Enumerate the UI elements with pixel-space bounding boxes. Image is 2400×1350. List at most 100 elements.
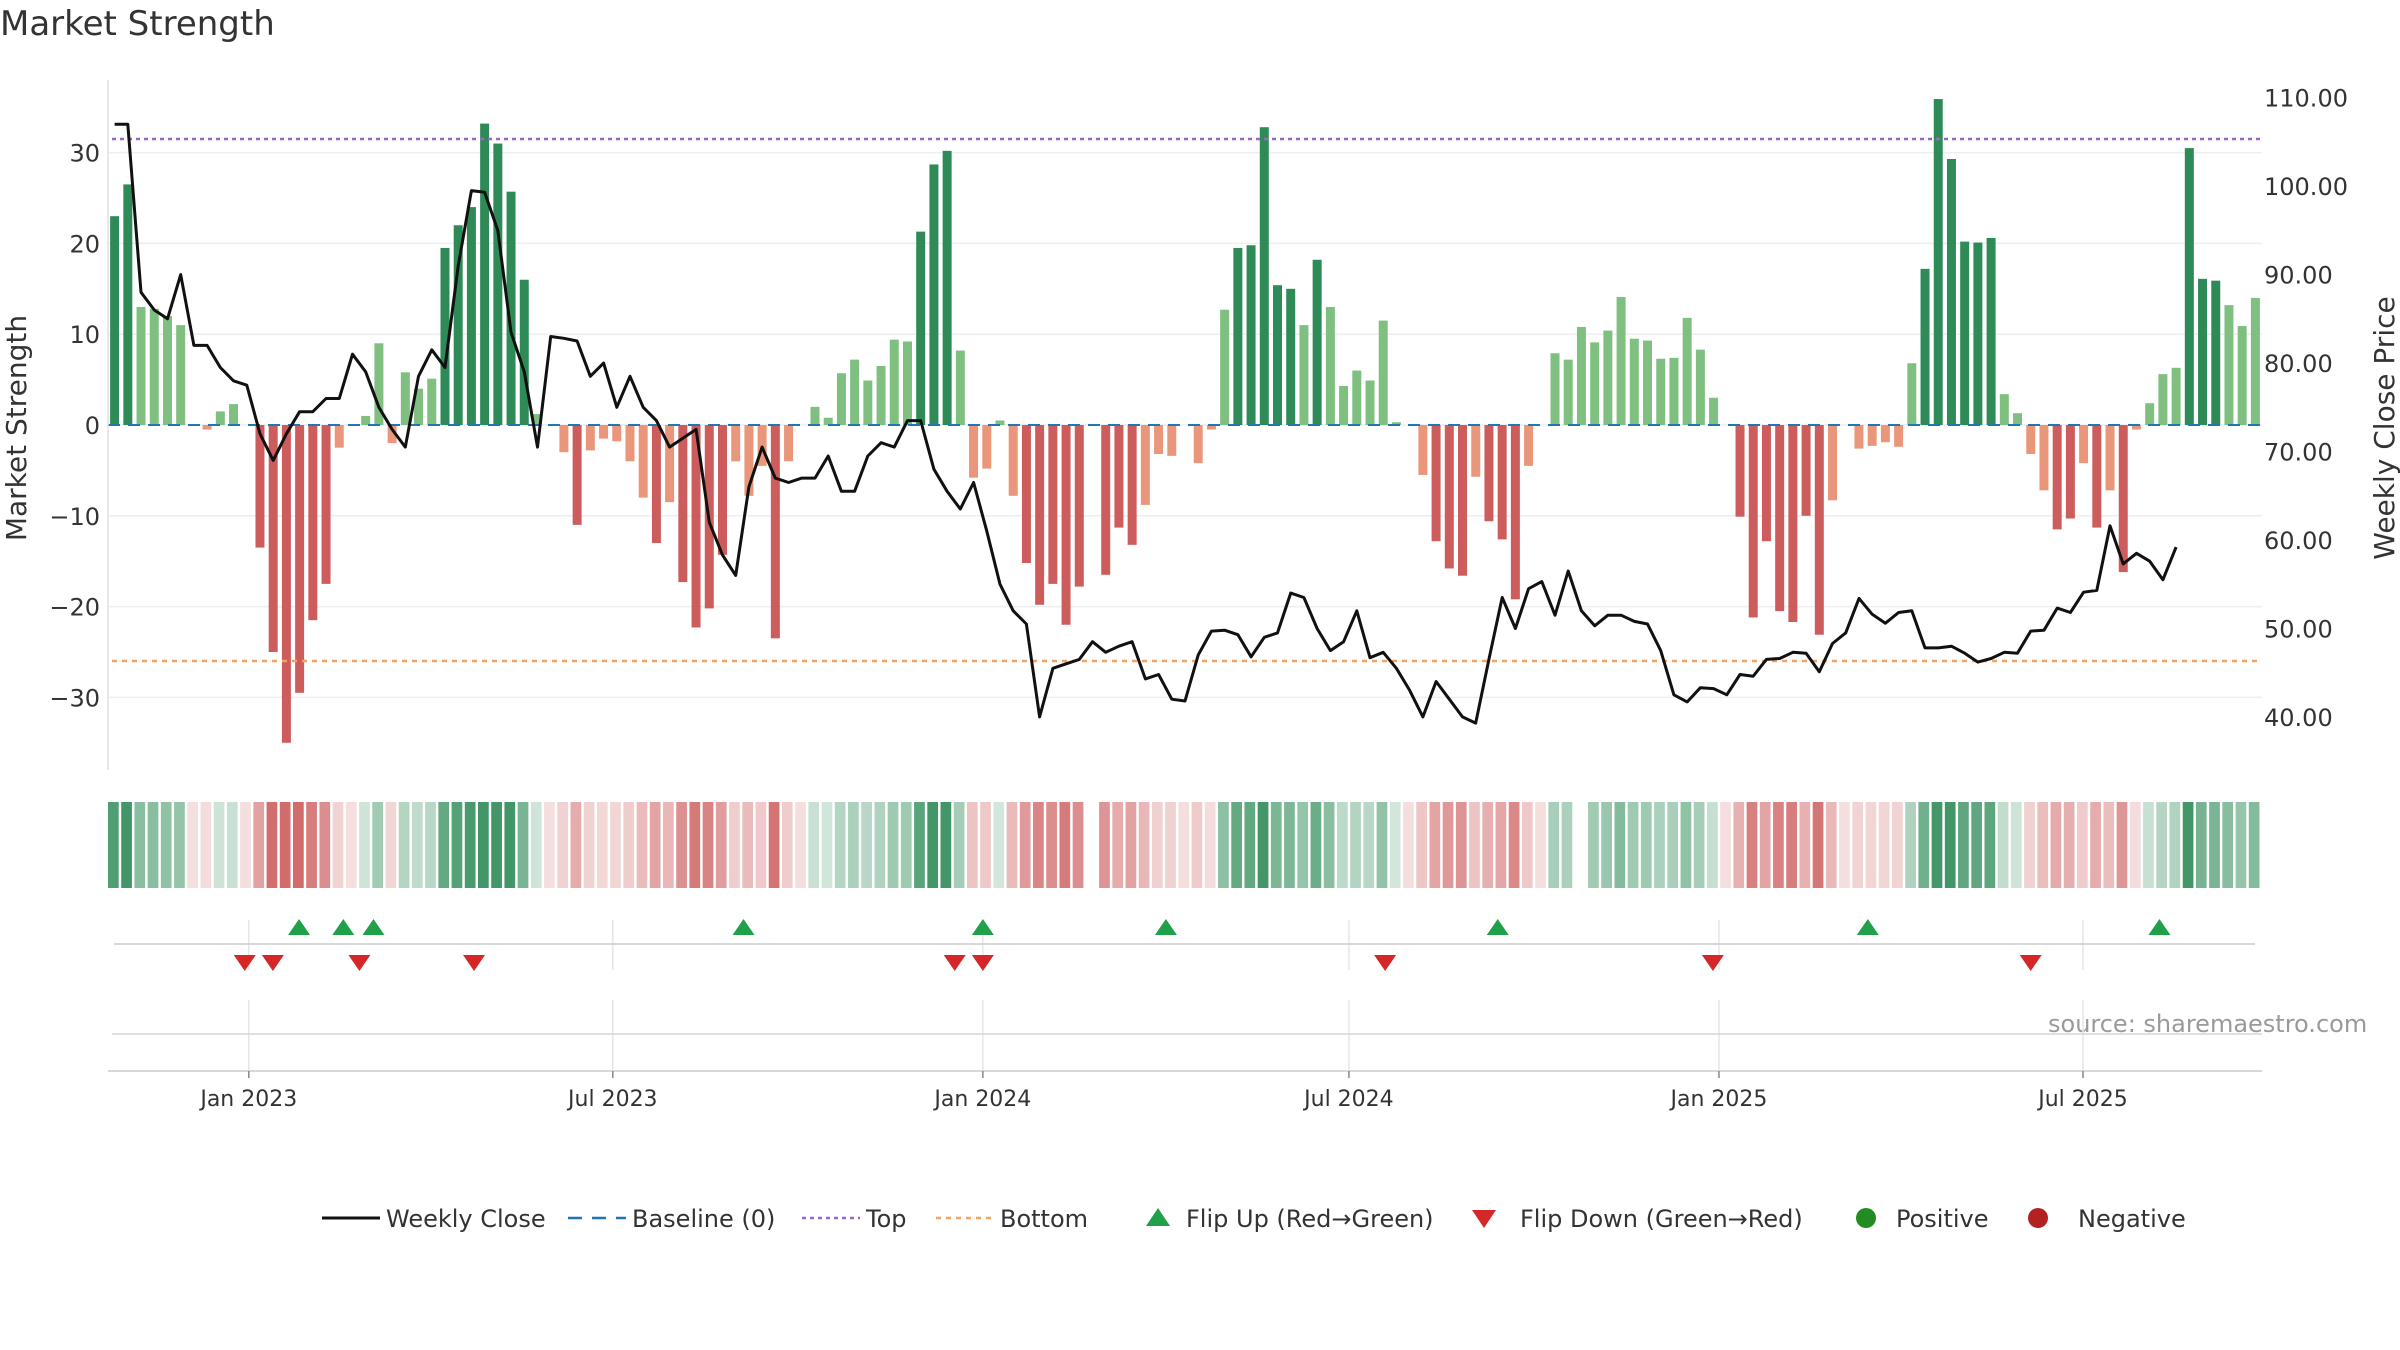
- flip-down-marker: [971, 955, 994, 971]
- strength-bar: [1193, 425, 1203, 464]
- strength-bar: [1352, 370, 1362, 425]
- heat-cell: [279, 802, 291, 888]
- strength-bar: [1590, 342, 1600, 425]
- right-tick-label: 80.00: [2264, 350, 2333, 378]
- legend: Weekly Close Baseline (0) Top Bottom Flip Up…: [322, 1205, 2186, 1233]
- heat-cell: [425, 802, 436, 888]
- heat-cell: [1839, 802, 1850, 888]
- strength-bar: [361, 415, 371, 425]
- strength-bar: [1854, 425, 1864, 449]
- strength-bar: [149, 308, 159, 425]
- heat-cell: [795, 802, 806, 888]
- heat-cell: [2037, 802, 2049, 888]
- strength-bar: [229, 404, 239, 425]
- strength-bar: [638, 425, 648, 498]
- heat-cell: [861, 802, 872, 888]
- heat-cell: [1165, 802, 1176, 888]
- strength-bar: [176, 325, 186, 425]
- strength-bar: [1907, 363, 1917, 425]
- strength-bar: [1391, 422, 1401, 425]
- strength-bar: [1616, 296, 1626, 425]
- flip-down-marker: [1701, 955, 1724, 971]
- flip-up-marker: [288, 919, 311, 935]
- heat-cell: [874, 802, 886, 888]
- strength-bar: [440, 247, 450, 425]
- flip-up-marker: [2148, 919, 2171, 935]
- strength-bar: [1127, 425, 1137, 545]
- heat-cell: [834, 802, 846, 888]
- heat-cell: [610, 802, 621, 888]
- heat-cell: [2103, 802, 2115, 888]
- legend-label: Bottom: [1000, 1205, 1088, 1233]
- strength-bar: [2026, 425, 2036, 455]
- heat-cell: [2169, 802, 2181, 888]
- strength-bar: [453, 225, 463, 425]
- x-tick-label: Jul 2025: [2036, 1087, 2128, 1112]
- strength-bar: [1167, 425, 1177, 456]
- heat-cell: [359, 802, 370, 888]
- strength-bar: [2039, 425, 2049, 491]
- heat-cell: [1284, 802, 1295, 888]
- heat-cell: [821, 802, 833, 888]
- heat-cell: [345, 802, 357, 888]
- heat-cell: [2050, 802, 2062, 888]
- strength-bar: [466, 207, 476, 425]
- heat-cell: [1469, 802, 1480, 888]
- flip-up-marker: [1154, 919, 1177, 935]
- strength-bar: [519, 279, 529, 425]
- heat-cell: [1693, 802, 1705, 888]
- flip-down-marker: [261, 955, 284, 971]
- heat-cell: [2209, 802, 2220, 888]
- strength-bar: [625, 425, 635, 462]
- heat-cell: [2156, 802, 2167, 888]
- heat-cell: [1350, 802, 1361, 888]
- strength-bar: [1880, 425, 1890, 443]
- strength-bar: [2052, 425, 2062, 530]
- heat-cell: [914, 802, 925, 888]
- strength-bar: [889, 339, 899, 425]
- heat-cell: [1733, 802, 1745, 888]
- heat-cell: [583, 802, 595, 888]
- chart-title: Market Strength: [0, 4, 275, 44]
- heat-cell: [411, 802, 423, 888]
- strength-bar: [744, 425, 754, 496]
- heat-cell: [1019, 802, 1031, 888]
- heat-cell: [464, 802, 476, 888]
- heat-cell: [1561, 802, 1573, 888]
- heat-cell: [927, 802, 939, 888]
- heat-cell: [1614, 802, 1626, 888]
- strength-bar: [1312, 259, 1322, 425]
- legend-label: Flip Down (Green→Red): [1520, 1205, 1803, 1233]
- strength-bar: [1458, 425, 1468, 576]
- strength-bar: [1061, 425, 1071, 625]
- heat-cell: [1429, 802, 1441, 888]
- heat-cell: [1958, 802, 1969, 888]
- strength-bar: [1021, 425, 1031, 563]
- heat-cell: [940, 802, 952, 888]
- right-tick-label: 50.00: [2264, 615, 2333, 643]
- strength-bar: [1894, 425, 1904, 447]
- heat-cell: [2182, 802, 2194, 888]
- strength-bar: [1709, 397, 1719, 425]
- strength-bar: [1074, 425, 1084, 587]
- heat-cell: [1984, 802, 1996, 888]
- heat-cell: [1773, 802, 1784, 888]
- strength-bar: [757, 425, 767, 466]
- strength-bar: [850, 359, 860, 425]
- heat-cell: [980, 802, 991, 888]
- strength-bar: [1576, 326, 1586, 425]
- heat-cell: [1376, 802, 1388, 888]
- strength-bar: [1563, 359, 1573, 425]
- strength-bar: [1220, 309, 1230, 425]
- heat-cell: [478, 802, 489, 888]
- strength-bar: [1986, 237, 1996, 425]
- strength-bars: [110, 99, 2260, 743]
- heat-cell: [385, 802, 397, 888]
- strength-bar: [929, 164, 939, 425]
- strength-bar: [651, 425, 661, 544]
- legend-swatch-flip-up: [1146, 1208, 1170, 1226]
- heat-cell: [1825, 802, 1837, 888]
- strength-bar: [295, 425, 305, 693]
- heat-cell: [702, 802, 714, 888]
- strength-bar: [308, 425, 318, 621]
